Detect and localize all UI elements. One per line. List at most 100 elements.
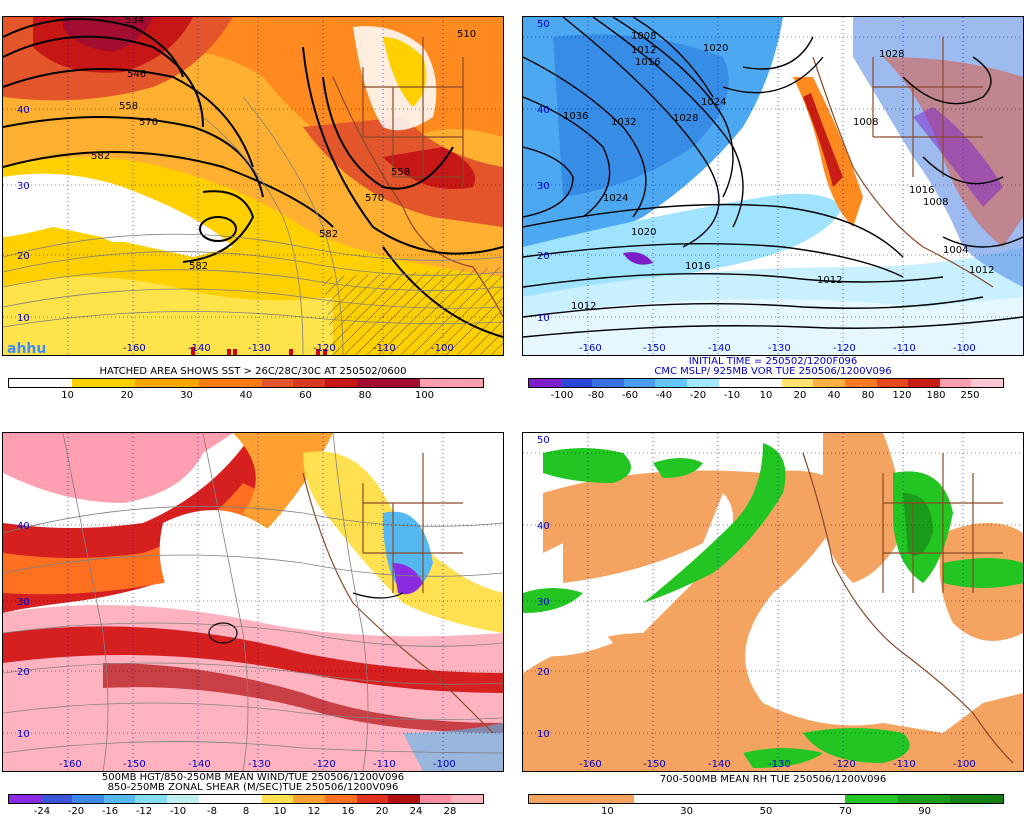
logo-text: ahhu (7, 341, 46, 355)
colorbar-tick-label: -12 (135, 806, 153, 817)
contour-label: 534 (125, 17, 144, 26)
mslp-map: 1008 1012 1016 1020 1024 1028 1032 1036 … (522, 16, 1024, 356)
colorbar-tick-label: 20 (120, 390, 134, 401)
colorbar-tick-label: 10 (273, 806, 287, 817)
colorbar-swatch (198, 795, 231, 803)
lat-label: 20 (17, 251, 30, 262)
lat-label: 50 (537, 435, 550, 446)
colorbar-tick-label: -10 (169, 806, 187, 817)
lon-label: -140 (188, 759, 211, 770)
colorbar-tick-label: 100 (414, 390, 435, 401)
colorbar (8, 378, 484, 388)
colorbar-tick-label: -20 (67, 806, 85, 817)
contour-label: 570 (365, 193, 384, 204)
colorbar-swatch (560, 379, 593, 387)
contour-label: 1028 (879, 49, 904, 60)
colorbar-tick-label: 50 (759, 806, 773, 817)
shear-panel: 40 30 20 10 -160 -150 -140 -130 -120 -11… (2, 416, 504, 823)
colorbar-swatch (451, 795, 483, 803)
map-caption: 850-250MB ZONAL SHEAR (M/SEC)TUE 250506/… (107, 782, 399, 793)
contour-label: 1012 (817, 275, 842, 286)
colorbar (528, 794, 1004, 804)
colorbar-tick-label: -8 (207, 806, 217, 817)
colorbar-labels: -24 -20 -16 -12 -10 -8 8 10 12 16 20 24 28 (8, 806, 484, 818)
colorbar-swatch (40, 379, 73, 387)
lat-label: 10 (537, 313, 550, 324)
colorbar-tick-label: 16 (341, 806, 355, 817)
lat-label: 40 (17, 105, 30, 116)
rh-panel: 50 40 30 20 10 -160 -150 -140 -130 -120 … (522, 416, 1024, 823)
lon-label: -140 (708, 343, 731, 354)
colorbar-swatch (356, 795, 389, 803)
contour-label: 582 (319, 229, 338, 240)
map-caption: INITIAL TIME = 250502/1200F096 (688, 356, 858, 367)
lon-label: -160 (579, 759, 602, 770)
map-caption: CMC MSLP/ 925MB VOR TUE 250506/1200V096 (654, 366, 892, 377)
colorbar-swatch (939, 379, 972, 387)
colorbar-swatch (971, 379, 1003, 387)
colorbar-swatch (261, 795, 294, 803)
colorbar-tick-label: -60 (621, 390, 639, 401)
shear-map: 40 30 20 10 -160 -150 -140 -130 -120 -11… (2, 432, 504, 772)
colorbar-swatch (324, 379, 357, 387)
contour-label: 1024 (603, 193, 628, 204)
colorbar-swatch (198, 379, 231, 387)
contour-label: 546 (127, 69, 146, 80)
colorbar-labels: 10 20 30 40 60 80 100 (8, 390, 484, 402)
colorbar-swatch (686, 379, 719, 387)
colorbar (8, 794, 484, 804)
contour-label: 1012 (571, 301, 596, 312)
sst-panel: 534 546 558 570 582 582 570 558 582 510 … (2, 0, 504, 407)
lon-label: -120 (833, 759, 856, 770)
colorbar-swatch (451, 379, 483, 387)
colorbar-swatch (293, 795, 325, 803)
colorbar-swatch (388, 379, 420, 387)
colorbar-tick-label: 12 (307, 806, 321, 817)
lat-label: 30 (537, 181, 550, 192)
lon-label: -160 (123, 343, 146, 354)
contour-label: 1020 (703, 43, 728, 54)
colorbar-tick-label: 10 (759, 390, 773, 401)
colorbar-swatch (876, 379, 909, 387)
colorbar-swatch (687, 795, 740, 803)
contour-label: 1008 (923, 197, 948, 208)
colorbar-swatch (135, 795, 167, 803)
colorbar-tick-label: -24 (33, 806, 51, 817)
colorbar-tick-label: 120 (892, 390, 912, 401)
colorbar-swatch (293, 379, 325, 387)
map-caption: 700-500MB MEAN RH TUE 250506/1200V096 (659, 774, 887, 785)
colorbar-tick-label: -10 (723, 390, 741, 401)
lon-label: -130 (768, 343, 791, 354)
lon-label: -120 (833, 343, 856, 354)
colorbar-swatch (844, 379, 877, 387)
colorbar-tick-label: 30 (680, 806, 694, 817)
lon-label: -150 (123, 759, 146, 770)
mslp-panel: 1008 1012 1016 1020 1024 1028 1032 1036 … (522, 0, 1024, 407)
colorbar-swatch (750, 379, 782, 387)
colorbar-tick-label: 20 (375, 806, 389, 817)
colorbar-swatch (718, 379, 751, 387)
colorbar-swatch (9, 379, 41, 387)
colorbar-swatch (261, 379, 294, 387)
lon-label: -130 (248, 759, 271, 770)
colorbar-swatch (166, 795, 199, 803)
colorbar-swatch (950, 795, 1004, 803)
lon-label: -130 (768, 759, 791, 770)
colorbar-tick-label: 180 (926, 390, 946, 401)
colorbar-swatch (529, 379, 561, 387)
contour-label: 1020 (631, 227, 656, 238)
lon-label: -110 (893, 759, 916, 770)
contour-label: 582 (91, 151, 110, 162)
lon-label: -120 (313, 343, 336, 354)
colorbar-swatch (908, 379, 940, 387)
lon-label: -100 (953, 759, 976, 770)
lon-label: -160 (579, 343, 602, 354)
lat-label: 20 (537, 251, 550, 262)
colorbar-swatch (845, 795, 898, 803)
colorbar-swatch (739, 795, 793, 803)
colorbar-swatch (592, 379, 624, 387)
colorbar-swatch (781, 379, 814, 387)
colorbar-labels: 10 30 50 70 90 (528, 806, 1004, 818)
contour-label: 1012 (969, 265, 994, 276)
contour-label: 1032 (611, 117, 636, 128)
